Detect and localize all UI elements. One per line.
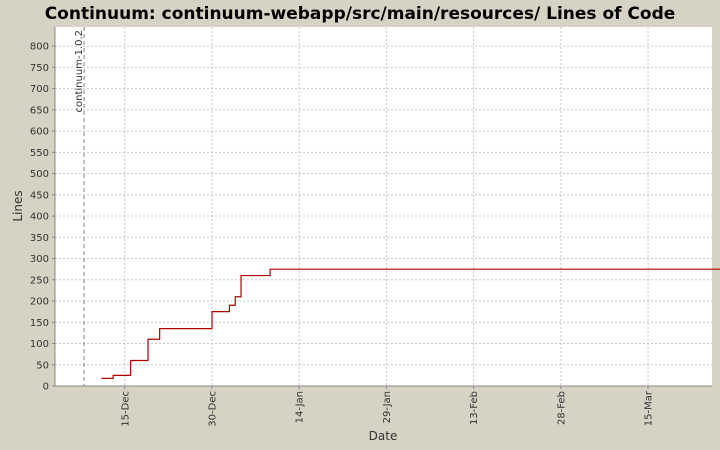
- y-tick-label: 200: [30, 297, 49, 308]
- y-tick-label: 450: [30, 190, 49, 201]
- marker-label: continuum-1.0.2: [74, 30, 85, 112]
- y-tick-label: 800: [30, 42, 49, 53]
- y-tick-label: 500: [30, 169, 49, 180]
- y-axis-title: Lines: [11, 190, 25, 221]
- y-tick-label: 750: [30, 63, 49, 74]
- y-tick-label: 600: [30, 127, 49, 138]
- y-tick-label: 350: [30, 233, 49, 244]
- y-tick-label: 300: [30, 254, 49, 265]
- y-tick-label: 700: [30, 84, 49, 95]
- y-tick-label: 150: [30, 318, 49, 329]
- y-tick-label: 0: [43, 382, 49, 393]
- x-tick-label: 15-Dec: [120, 391, 131, 427]
- y-tick-label: 100: [30, 339, 49, 350]
- x-tick-label: 14-Jan: [295, 391, 306, 423]
- chart-title: Continuum: continuum-webapp/src/main/res…: [45, 4, 676, 24]
- x-tick-label: 13-Feb: [469, 391, 480, 425]
- y-tick-label: 250: [30, 275, 49, 286]
- x-tick-label: 28-Feb: [556, 391, 567, 425]
- y-tick-label: 400: [30, 212, 49, 223]
- y-tick-label: 50: [36, 360, 49, 371]
- line-series: [101, 268, 720, 379]
- y-tick-label: 650: [30, 105, 49, 116]
- x-tick-label: 15-Mar: [644, 390, 655, 426]
- x-tick-label: 30-Dec: [207, 391, 218, 427]
- y-tick-label: 550: [30, 148, 49, 159]
- x-axis-title: Date: [369, 429, 398, 443]
- plot-area: [55, 27, 712, 386]
- x-tick-label: 29-Jan: [382, 391, 393, 423]
